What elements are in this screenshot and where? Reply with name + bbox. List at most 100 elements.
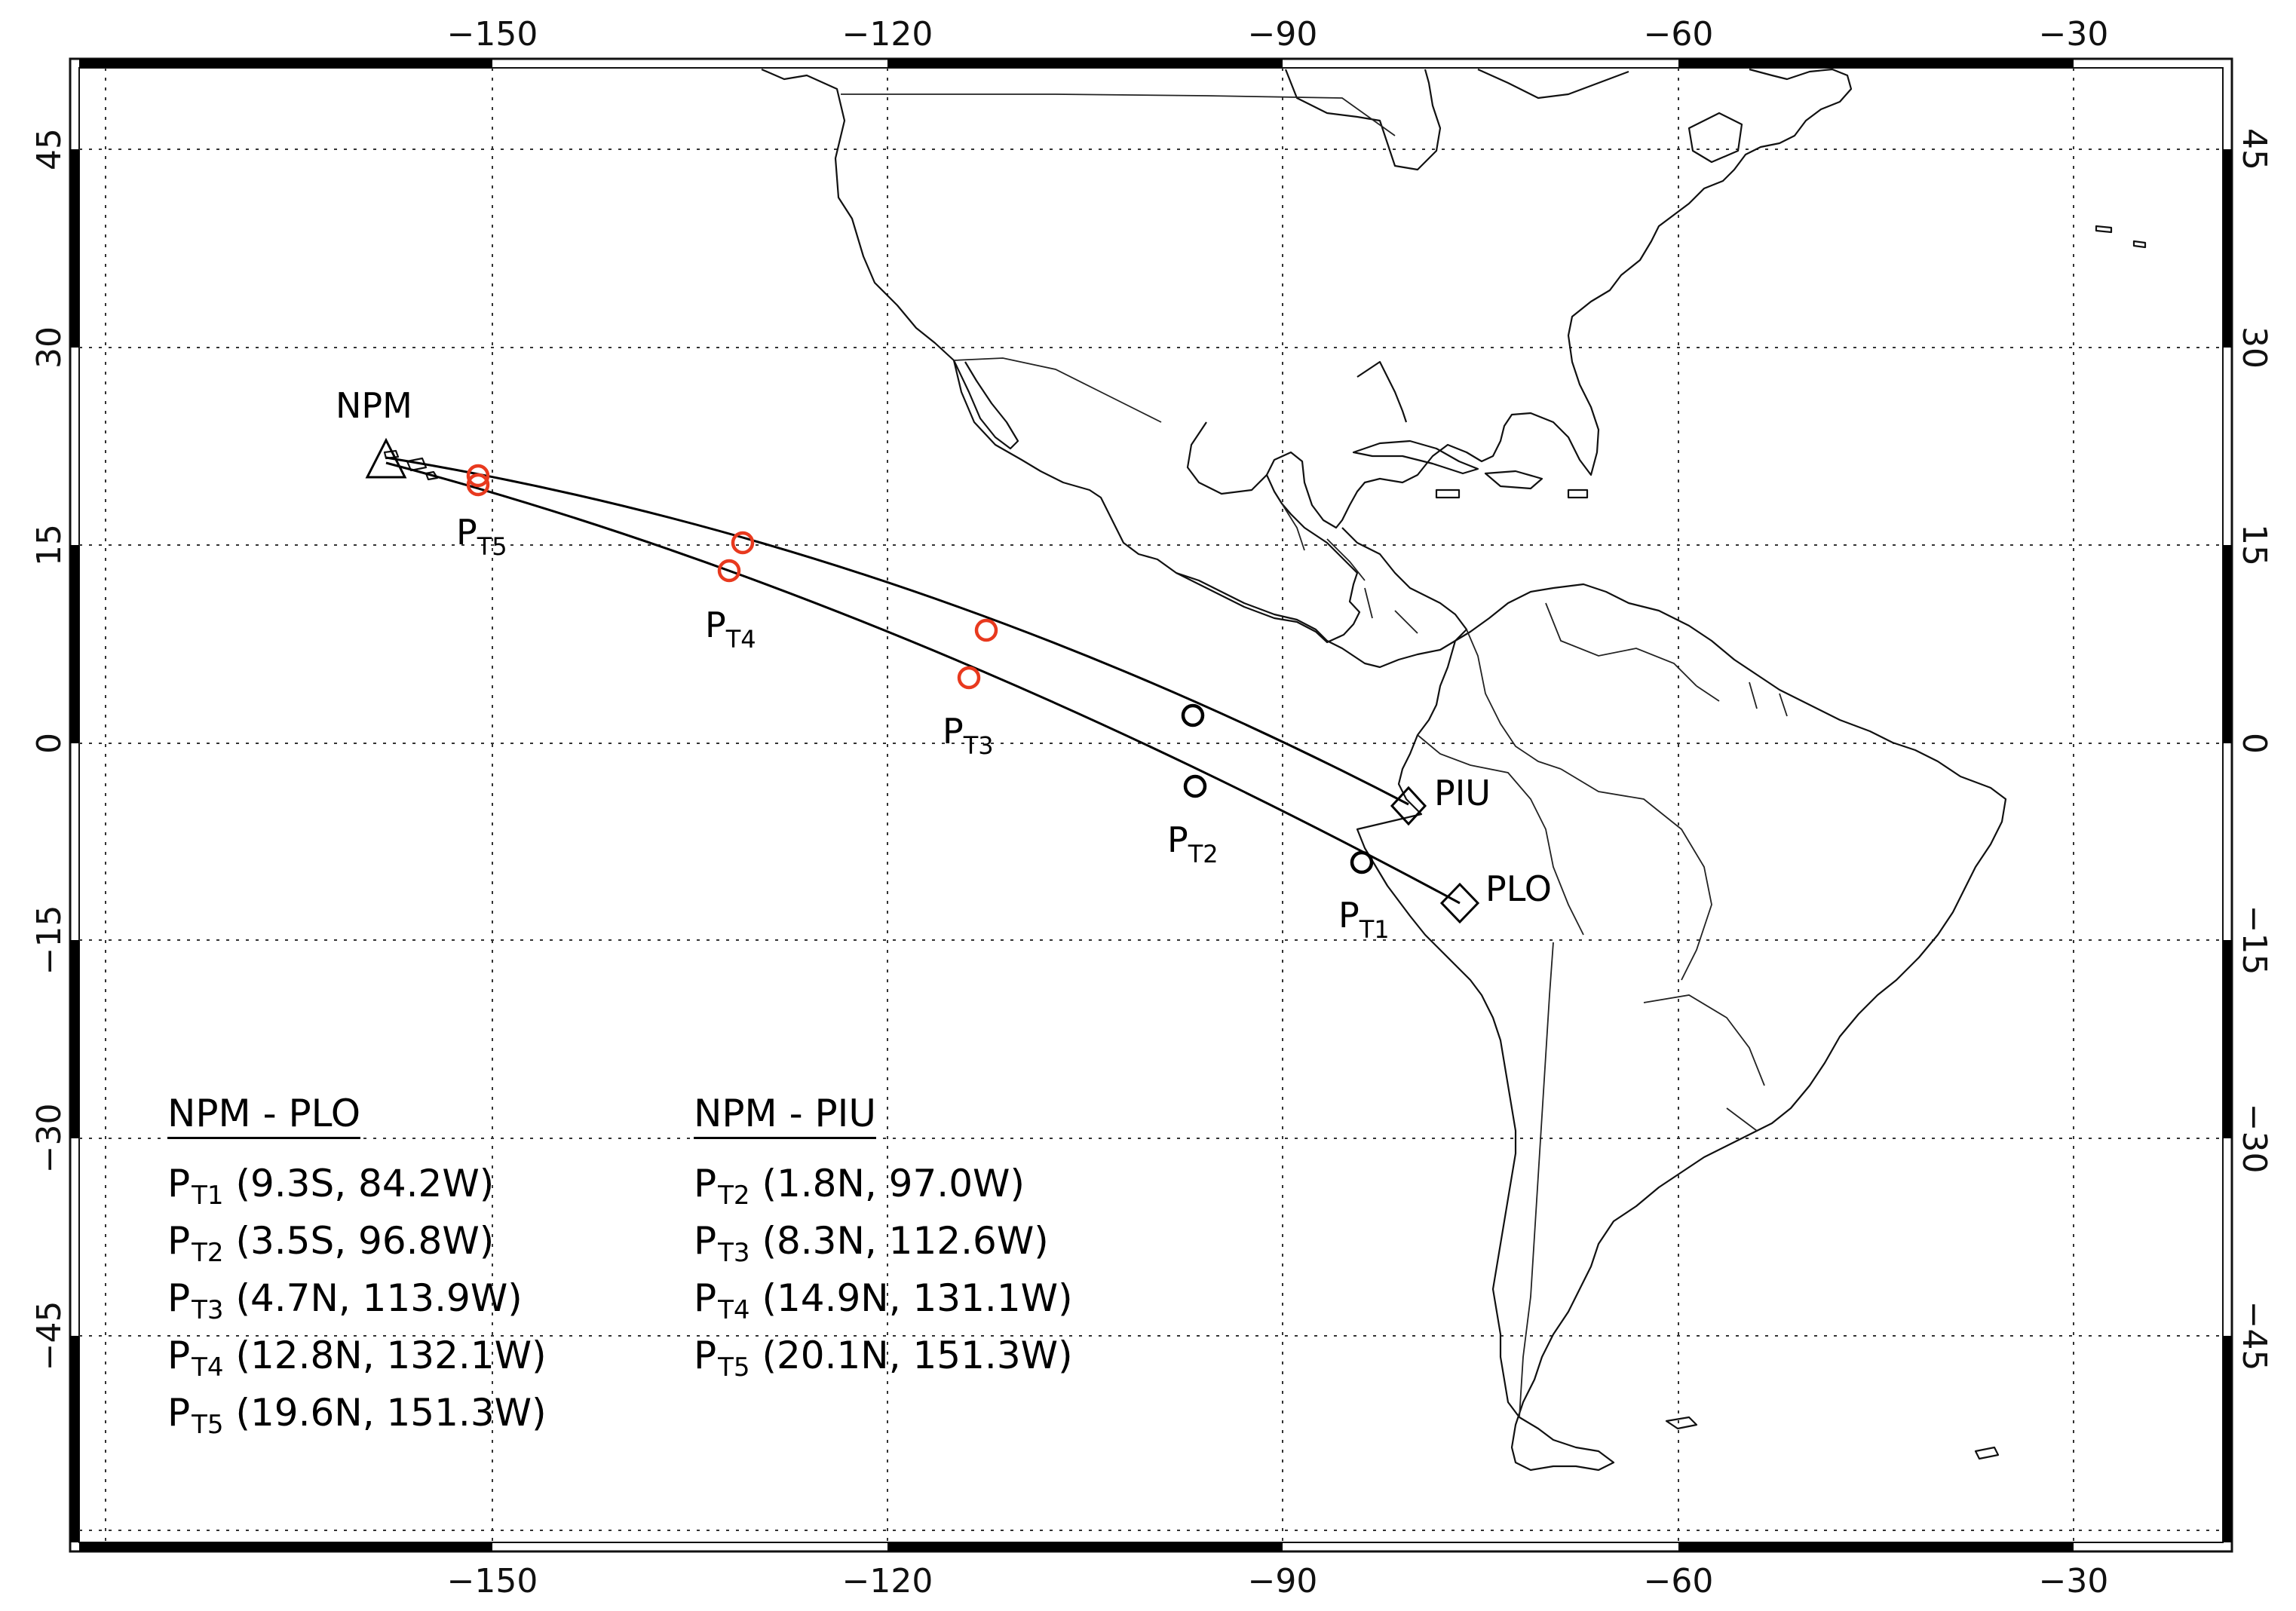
legend-p: P — [167, 1162, 191, 1205]
lon-tick: −30 — [2039, 1562, 2109, 1600]
lat-tick: 30 — [2235, 326, 2273, 369]
legend-row: PT5 (20.1N, 151.3W) — [694, 1337, 1073, 1394]
npm-station-triangle — [365, 437, 407, 479]
pierce-points — [466, 464, 1374, 874]
atlantic-island — [2095, 225, 2147, 249]
legend-p: P — [694, 1334, 717, 1377]
lat-tick: 45 — [30, 128, 69, 170]
legend-sub: T3 — [192, 1295, 224, 1325]
yucatan-coastline — [1186, 421, 1268, 495]
lat-tick: 0 — [30, 733, 69, 754]
lon-tick: −120 — [842, 15, 933, 54]
arctic-islands-coastline — [1477, 68, 1629, 100]
legend-title: NPM - PLO — [167, 1095, 361, 1139]
legend-row: PT3 (4.7N, 113.9W) — [167, 1279, 547, 1337]
us-canada-border — [841, 93, 1396, 136]
legend-coords: (12.8N, 132.1W) — [235, 1334, 547, 1377]
legend-p: P — [694, 1162, 717, 1205]
lon-tick: −150 — [447, 1562, 538, 1600]
lon-tick: −60 — [1644, 15, 1714, 54]
legend-row: PT4 (12.8N, 132.1W) — [167, 1337, 547, 1394]
piu-label: PIU — [1434, 773, 1491, 813]
piu-station-diamond — [1390, 786, 1427, 826]
us-mexico-border — [953, 357, 1162, 423]
legend-coords: (1.8N, 97.0W) — [762, 1162, 1025, 1205]
path-npm-piu — [385, 456, 1409, 806]
label-pt1: PT1 — [1338, 895, 1390, 944]
central-america-borders — [1281, 503, 1418, 634]
legend-coords: (20.1N, 151.3W) — [762, 1334, 1073, 1377]
pierce-point-labels: PT5 PT4 PT3 PT2 PT1 — [456, 512, 1390, 944]
central-america-coastline — [1176, 527, 1468, 669]
legend-sub: T2 — [718, 1181, 750, 1211]
longitude-ticks-top: −150 −120 −90 −60 −30 — [447, 15, 2109, 54]
legend-row: PT3 (8.3N, 112.6W) — [694, 1222, 1073, 1279]
baja-california-coastline — [953, 360, 1019, 450]
hudson-bay-coastline — [1284, 69, 1442, 171]
legend-row: PT2 (3.5S, 96.8W) — [167, 1222, 547, 1279]
lon-tick: −30 — [2039, 15, 2109, 54]
lat-tick: −15 — [2235, 905, 2273, 975]
plo-label: PLO — [1485, 868, 1552, 909]
plo-station-diamond — [1439, 882, 1480, 924]
map-frame — [69, 57, 2233, 1553]
longitude-ticks-bottom: −150 −120 −90 −60 −30 — [447, 1562, 2109, 1600]
legend-coords: (4.7N, 113.9W) — [235, 1276, 523, 1320]
legend-p: P — [167, 1334, 191, 1377]
florida-coastline — [1356, 360, 1408, 423]
label-pt4: PT4 — [705, 605, 756, 654]
lat-tick: −30 — [30, 1104, 69, 1174]
legend-p: P — [694, 1219, 717, 1263]
label-pt3: PT3 — [943, 711, 994, 760]
venezuela-border — [1545, 602, 1697, 687]
legend-p: P — [167, 1219, 191, 1263]
lon-tick: −60 — [1644, 1562, 1714, 1600]
lon-tick: −90 — [1248, 15, 1318, 54]
lat-tick: 0 — [2235, 733, 2273, 754]
legend-sub: T3 — [718, 1238, 750, 1268]
lat-tick: 15 — [30, 524, 69, 566]
legend-row: PT2 (1.8N, 97.0W) — [694, 1165, 1073, 1222]
pierce-point-piu-t4 — [731, 531, 755, 555]
guianas-borders — [1696, 681, 1788, 717]
stations: NPM PIU PLO — [336, 385, 1552, 924]
lat-tick: 15 — [2235, 524, 2273, 566]
legend-row: PT5 (19.6N, 151.3W) — [167, 1394, 547, 1451]
pierce-point-plo-t3 — [957, 666, 981, 690]
path-npm-plo — [385, 461, 1461, 905]
legend-sub: T4 — [718, 1295, 750, 1325]
pierce-point-plo-t2 — [1183, 774, 1207, 798]
label-pt2: PT2 — [1167, 819, 1219, 868]
country-borders — [841, 93, 1788, 1418]
lat-tick: −45 — [2235, 1301, 2273, 1371]
legend-npm-plo: NPM - PLO PT1 (9.3S, 84.2W) PT2 (3.5S, 9… — [167, 1095, 547, 1451]
legend-title: NPM - PIU — [694, 1095, 877, 1139]
ray-paths — [385, 456, 1461, 905]
legend-coords: (14.9N, 131.1W) — [762, 1276, 1073, 1320]
south-georgia — [1974, 1446, 2000, 1460]
legend-coords: (8.3N, 112.6W) — [762, 1219, 1049, 1263]
south-america-coastline — [1356, 583, 2007, 1472]
pierce-point-plo-t4 — [717, 559, 741, 583]
ecuador-peru-border — [1417, 734, 1584, 936]
legend-coords: (19.6N, 151.3W) — [235, 1391, 547, 1435]
pierce-point-piu-t2 — [1181, 703, 1205, 727]
jamaica-coastline — [1435, 489, 1461, 499]
coastlines — [383, 68, 2147, 1472]
legend-p: P — [167, 1391, 191, 1435]
lat-tick: −15 — [30, 905, 69, 975]
hispaniola-coastline — [1484, 470, 1543, 490]
latitude-ticks-right: 45 30 15 0 −15 −30 −45 — [2235, 128, 2273, 1371]
paraguay-uruguay-border — [1643, 994, 1765, 1132]
lat-tick: 45 — [2235, 128, 2273, 170]
graticule — [79, 68, 2223, 1542]
puerto-rico-coastline — [1567, 489, 1589, 499]
pierce-point-plo-t1 — [1350, 850, 1374, 874]
label-pt5: PT5 — [456, 512, 507, 561]
legend-sub: T4 — [192, 1352, 224, 1383]
npm-label: NPM — [336, 385, 412, 426]
legend-npm-piu: NPM - PIU PT2 (1.8N, 97.0W) PT3 (8.3N, 1… — [694, 1095, 1073, 1394]
latitude-ticks-left: 45 30 15 0 −15 −30 −45 — [30, 128, 69, 1371]
lat-tick: −30 — [2235, 1104, 2273, 1174]
